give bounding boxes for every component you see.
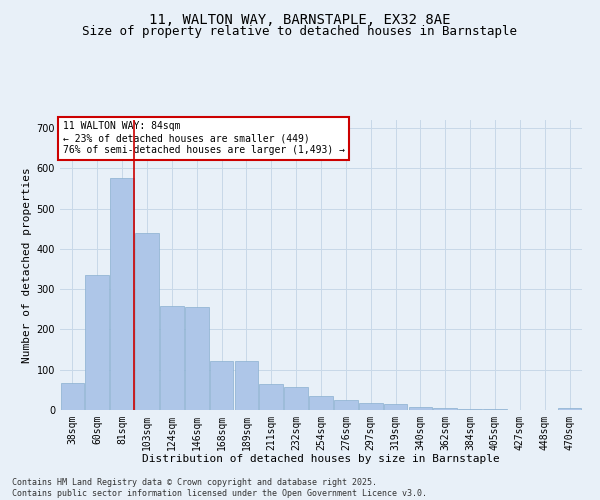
Bar: [284, 386, 308, 410]
Bar: [61, 382, 84, 410]
Bar: [160, 306, 184, 410]
Bar: [110, 178, 134, 410]
Bar: [433, 408, 457, 410]
Bar: [259, 384, 283, 410]
Bar: [558, 408, 581, 410]
Bar: [458, 409, 482, 410]
Bar: [384, 404, 407, 410]
Y-axis label: Number of detached properties: Number of detached properties: [22, 167, 32, 363]
Bar: [235, 361, 258, 410]
Text: Size of property relative to detached houses in Barnstaple: Size of property relative to detached ho…: [83, 25, 517, 38]
Bar: [309, 396, 333, 410]
Bar: [483, 409, 507, 410]
Bar: [334, 400, 358, 410]
Bar: [135, 233, 159, 410]
Bar: [359, 403, 383, 410]
Bar: [210, 361, 233, 410]
Text: 11 WALTON WAY: 84sqm
← 23% of detached houses are smaller (449)
76% of semi-deta: 11 WALTON WAY: 84sqm ← 23% of detached h…: [62, 122, 344, 154]
Text: 11, WALTON WAY, BARNSTAPLE, EX32 8AE: 11, WALTON WAY, BARNSTAPLE, EX32 8AE: [149, 12, 451, 26]
X-axis label: Distribution of detached houses by size in Barnstaple: Distribution of detached houses by size …: [142, 454, 500, 464]
Bar: [409, 407, 432, 410]
Bar: [85, 275, 109, 410]
Bar: [185, 308, 209, 410]
Text: Contains HM Land Registry data © Crown copyright and database right 2025.
Contai: Contains HM Land Registry data © Crown c…: [12, 478, 427, 498]
